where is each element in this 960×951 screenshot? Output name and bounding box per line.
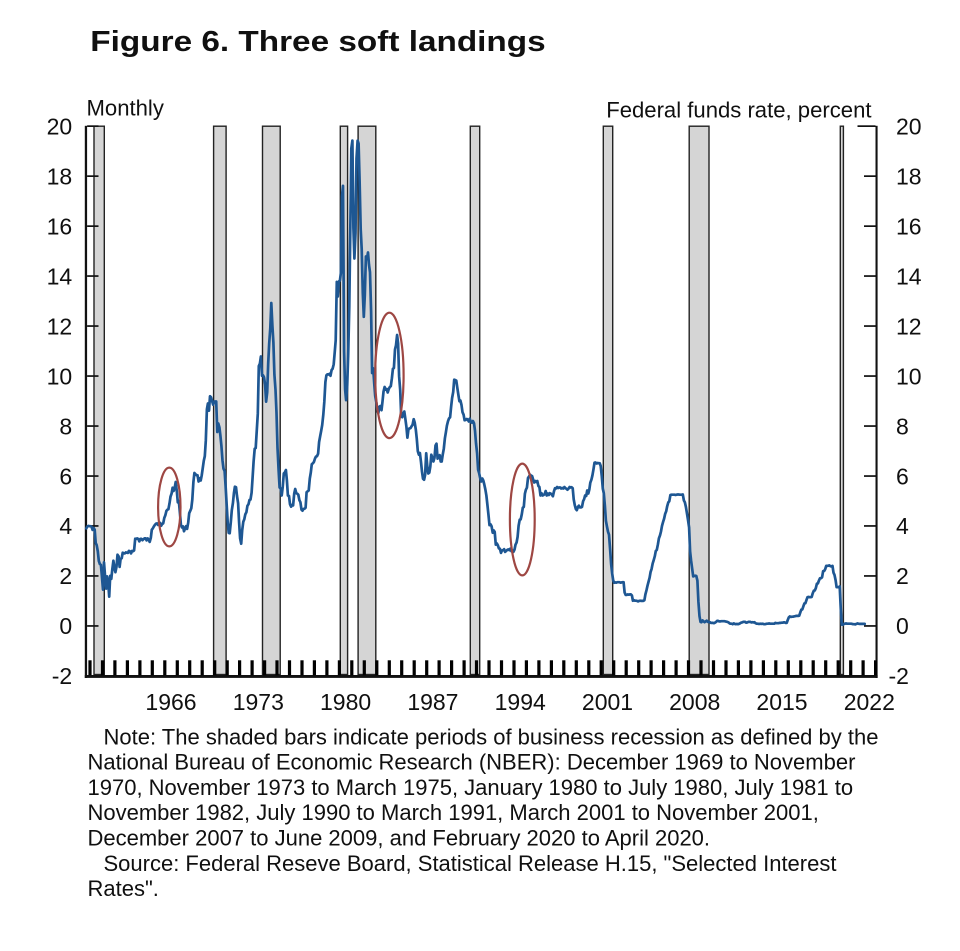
svg-text:20: 20 bbox=[896, 113, 922, 139]
svg-text:8: 8 bbox=[896, 413, 909, 439]
svg-text:18: 18 bbox=[896, 163, 922, 189]
svg-text:Note: The shaded bars indicate: Note: The shaded bars indicate periods o… bbox=[104, 724, 879, 749]
svg-text:Rates".: Rates". bbox=[88, 876, 159, 901]
svg-text:10: 10 bbox=[47, 363, 73, 389]
svg-text:6: 6 bbox=[59, 463, 72, 489]
svg-text:0: 0 bbox=[59, 613, 72, 639]
svg-text:1966: 1966 bbox=[145, 689, 196, 715]
svg-text:1994: 1994 bbox=[495, 689, 546, 715]
svg-text:2022: 2022 bbox=[844, 689, 895, 715]
svg-text:18: 18 bbox=[47, 163, 73, 189]
svg-text:12: 12 bbox=[47, 313, 73, 339]
svg-text:-2: -2 bbox=[889, 663, 909, 689]
svg-text:0: 0 bbox=[896, 613, 909, 639]
svg-text:2015: 2015 bbox=[756, 689, 807, 715]
svg-text:1970, November 1973 to March 1: 1970, November 1973 to March 1975, Janua… bbox=[88, 775, 854, 800]
svg-text:4: 4 bbox=[59, 513, 72, 539]
svg-text:1973: 1973 bbox=[233, 689, 284, 715]
svg-text:Source: Federal Reseve Board,: Source: Federal Reseve Board, Statistica… bbox=[104, 851, 837, 876]
svg-text:1987: 1987 bbox=[407, 689, 458, 715]
svg-text:20: 20 bbox=[47, 113, 73, 139]
svg-text:December 2007 to June 2009, an: December 2007 to June 2009, and February… bbox=[88, 826, 711, 851]
svg-text:8: 8 bbox=[59, 413, 72, 439]
svg-text:Figure 6. Three soft landings: Figure 6. Three soft landings bbox=[90, 25, 545, 57]
svg-text:6: 6 bbox=[896, 463, 909, 489]
svg-text:-2: -2 bbox=[52, 663, 72, 689]
svg-text:Monthly: Monthly bbox=[87, 96, 164, 121]
svg-text:1980: 1980 bbox=[320, 689, 371, 715]
svg-text:14: 14 bbox=[47, 263, 73, 289]
svg-text:16: 16 bbox=[47, 213, 73, 239]
svg-text:12: 12 bbox=[896, 313, 922, 339]
svg-text:14: 14 bbox=[896, 263, 922, 289]
svg-text:November 1982, July 1990 to Ma: November 1982, July 1990 to March 1991, … bbox=[88, 800, 819, 825]
svg-text:10: 10 bbox=[896, 363, 922, 389]
svg-text:Federal funds rate, percent: Federal funds rate, percent bbox=[606, 98, 871, 123]
svg-text:2008: 2008 bbox=[669, 689, 720, 715]
svg-text:4: 4 bbox=[896, 513, 909, 539]
svg-text:2001: 2001 bbox=[582, 689, 633, 715]
svg-text:2: 2 bbox=[896, 563, 909, 589]
svg-text:National Bureau of Economic Re: National Bureau of Economic Research (NB… bbox=[88, 750, 856, 775]
svg-text:2: 2 bbox=[59, 563, 72, 589]
svg-text:16: 16 bbox=[896, 213, 922, 239]
